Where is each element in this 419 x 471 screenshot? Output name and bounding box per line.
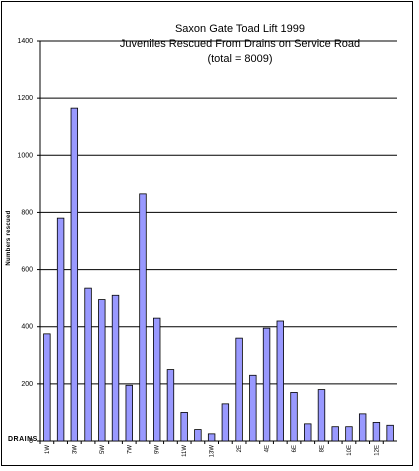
x-tick-label: 4E (265, 445, 271, 452)
y-tick-label: 200 (21, 381, 33, 388)
bar (331, 426, 339, 442)
x-tick-label: 6E (292, 445, 298, 452)
bar (139, 193, 147, 442)
y-axis-label: Numbers rescued (6, 210, 12, 266)
bar (249, 374, 257, 442)
bar (98, 299, 106, 442)
x-tick-label: 7W (127, 445, 133, 454)
chart-title-line-3: (total = 8009) (207, 53, 273, 65)
bar (207, 433, 216, 442)
bar (345, 426, 353, 442)
bar (56, 217, 65, 442)
bar (111, 294, 120, 442)
bar (304, 423, 312, 442)
x-tick-label: 13W (210, 445, 216, 458)
chart-title-line-1: Saxon Gate Toad Lift 1999 (174, 23, 306, 35)
x-tick-label: 11W (182, 445, 188, 457)
bars (43, 107, 394, 442)
bar (43, 333, 51, 442)
gridlines (40, 40, 397, 385)
y-tick-label: 400 (21, 324, 33, 331)
y-tick-label: 800 (21, 209, 33, 216)
bar (166, 369, 175, 442)
bar (262, 327, 271, 442)
y-tick-label: 1400 (17, 38, 33, 45)
x-tick-label: 5W (100, 445, 106, 454)
bar (386, 424, 394, 442)
x-tick-label: 12E (374, 445, 380, 456)
y-tick-label: 0 (29, 438, 33, 445)
y-tick-label: 600 (21, 267, 33, 274)
bar (372, 422, 381, 442)
y-tick-labels: 0 200 400 600 800 1000 1200 1400 (17, 38, 33, 445)
bar (84, 287, 92, 442)
bar (180, 412, 188, 442)
x-tick-label: 1W (45, 445, 51, 454)
bar (290, 392, 298, 442)
x-tick-label: 2E (237, 445, 243, 452)
y-axis-label-wrap: Numbers rescued (1, 180, 15, 300)
y-tick-label: 1200 (17, 95, 33, 102)
bar (194, 429, 202, 442)
bar (276, 320, 284, 442)
bar (235, 337, 243, 442)
bar (358, 413, 367, 442)
x-tick-label: 3W (72, 445, 78, 454)
x-tick-label: 8E (319, 445, 325, 452)
x-tick-label: 10E (347, 445, 353, 456)
bar (70, 107, 79, 442)
x-tick-labels: 1W 3W 5W 7W 9W 11W 13W 2E 4E 6E 8E 10E 12E (45, 445, 381, 458)
bar (125, 384, 133, 442)
x-axis-label: DRAINS (8, 436, 38, 443)
bar (221, 403, 230, 442)
chart-frame (1, 1, 413, 466)
bar (153, 317, 161, 442)
y-tick-label: 1000 (17, 152, 33, 159)
x-tick-label: 9W (155, 445, 161, 454)
bar (317, 389, 326, 442)
